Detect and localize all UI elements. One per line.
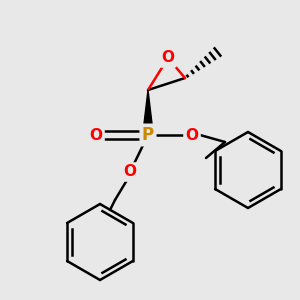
Text: O: O xyxy=(89,128,103,142)
Text: P: P xyxy=(142,126,154,144)
Polygon shape xyxy=(143,90,153,132)
Text: O: O xyxy=(124,164,136,179)
Text: O: O xyxy=(161,50,175,65)
Text: O: O xyxy=(185,128,199,142)
